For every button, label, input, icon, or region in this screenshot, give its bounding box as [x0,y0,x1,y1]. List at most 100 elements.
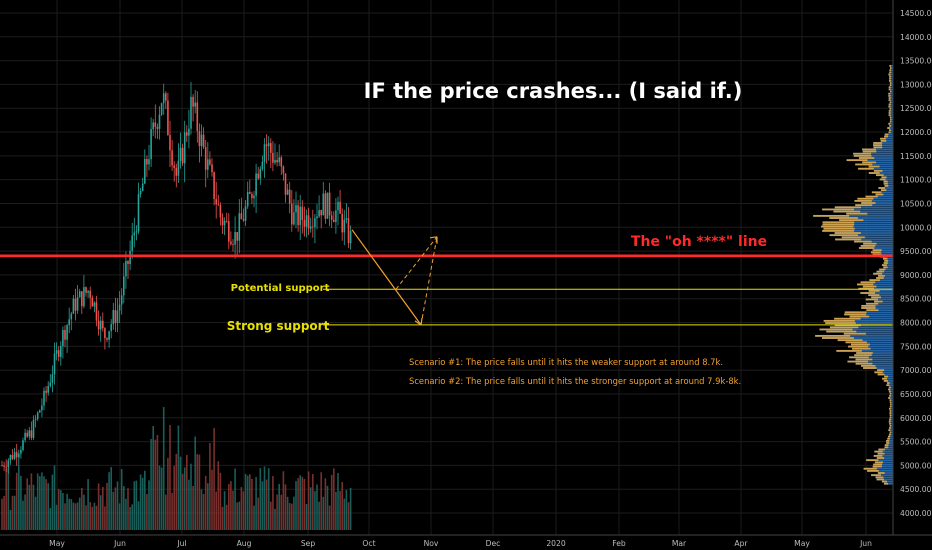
candle-body [192,96,194,107]
drop-arrow [351,229,422,326]
candle-body [108,331,110,340]
volume-bar [171,492,173,530]
volume-bar [343,498,346,530]
candle-body [146,159,148,165]
volume-bar [251,478,253,530]
profile-bar-down [848,345,869,348]
candle-body [213,172,215,200]
volume-bar [15,472,18,530]
volume-bar [156,435,159,530]
profile-bar-down [839,219,864,222]
volume-bar [91,506,94,530]
profile-bar-down [888,105,891,108]
profile-bar-down [872,253,882,256]
candle-body [85,287,87,293]
candle-body [330,215,333,220]
profile-bar-up [844,313,893,316]
profile-bar-up [834,317,893,320]
time-tick-label: Aug [237,539,252,548]
profile-bar-up [887,437,893,440]
profile-bar-down [855,358,873,361]
candle-body [326,192,329,219]
candle-body [301,206,304,221]
profile-bar-up [822,221,893,224]
profile-bar-up [850,343,893,346]
candle-body [263,144,266,162]
candle-body [74,298,77,311]
price-tick-label: 10500.00 [900,199,932,208]
candle-body [198,131,201,147]
volume-bar [70,499,73,530]
profile-bar-down [865,298,879,301]
profile-bar-up [873,146,893,149]
profile-bar-up [888,103,893,106]
candle-body [106,338,108,340]
time-axis[interactable]: May Jun Jul Aug Sep Oct Nov Dec 2020 Feb Mar Apr May… [0,534,932,548]
profile-bar-down [877,472,885,474]
profile-bar-down [889,392,892,395]
rebound-arrow-strong [420,236,438,325]
profile-bar-up [873,454,893,457]
price-axis[interactable]: 4000.00 4500.00 5000.00 5500.00 6000.00 6500.… [892,0,932,550]
volume-bar [253,505,255,530]
volume-bar [129,507,131,530]
profile-bar-up [877,373,893,376]
candle-body [204,147,207,170]
volume-bar [246,475,249,530]
profile-bar-down [889,77,891,80]
volume-bar [1,498,3,530]
profile-bar-down [889,412,892,414]
candle-body [144,159,146,184]
profile-bar-up [889,418,893,421]
volume-bar [167,457,169,530]
profile-bar-down [879,178,886,181]
volume-bar [244,473,247,530]
volume-bar [328,505,331,530]
candle-body [110,324,112,332]
profile-bar-up [888,386,893,389]
volume-bar [5,468,7,530]
profile-bar-up [873,142,893,144]
profile-bar-down [873,142,883,144]
profile-bar-up [882,377,893,380]
volume-bar [259,468,262,530]
candle-body [22,440,24,450]
candle-body [76,297,79,311]
profile-bar-up [870,251,893,254]
profile-bar-up [889,399,893,402]
candle-body [179,147,182,161]
candle-body [152,122,154,130]
volume-bar [297,478,299,530]
volume-bar [43,476,45,530]
profile-bar-up [855,163,893,166]
time-tick-label: May [49,539,65,548]
profile-bar-up [887,127,893,129]
profile-bar-down [852,347,871,350]
profile-bar-up [863,367,893,369]
candle-body [51,374,54,383]
profile-bar-up [875,476,893,479]
volume-bar [150,438,152,530]
candle-body [240,213,243,220]
profile-bar-down [884,375,889,378]
volume-bar [179,456,182,530]
profile-bar-up [826,330,893,333]
candle-body [116,310,119,323]
candle-body [194,102,196,107]
time-tick-label: Feb [612,539,626,548]
profile-bar-down [854,354,872,357]
candle-body [131,235,133,251]
candle-body [171,150,173,166]
profile-bar-up [888,109,893,112]
candle-body [5,466,7,468]
candle-body [135,231,138,233]
profile-bar-up [881,480,893,483]
profile-bar-up [889,422,893,425]
profile-bar-up [834,206,893,209]
price-tick-label: 8500.00 [900,295,932,304]
profile-bar-down [874,300,883,303]
profile-bar-up [843,332,893,335]
candle-body [95,302,98,321]
profile-bar-up [889,412,893,414]
profile-bar-down [823,319,855,322]
